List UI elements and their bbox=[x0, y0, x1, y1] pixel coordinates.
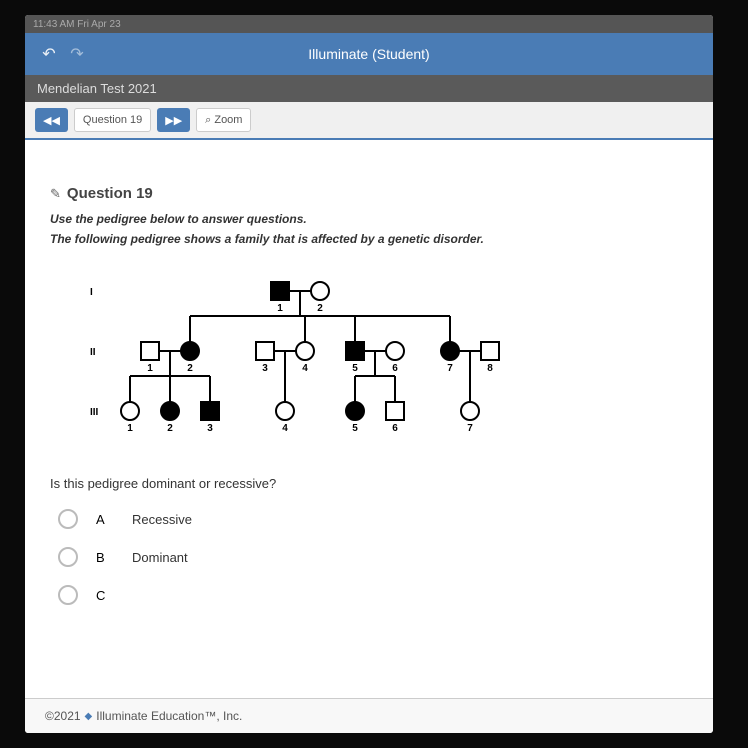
svg-text:8: 8 bbox=[487, 363, 493, 374]
svg-text:6: 6 bbox=[392, 423, 398, 434]
svg-text:5: 5 bbox=[352, 423, 358, 434]
zoom-button[interactable]: ⌕ Zoom bbox=[196, 108, 251, 132]
answer-letter: C bbox=[96, 588, 114, 603]
company-name: Illuminate Education™, Inc. bbox=[96, 709, 242, 723]
back-icon[interactable]: ↶ bbox=[35, 40, 63, 68]
svg-text:1: 1 bbox=[277, 303, 283, 314]
svg-text:1: 1 bbox=[147, 363, 153, 374]
question-instruction: Use the pedigree below to answer questio… bbox=[50, 212, 688, 226]
copyright-year: ©2021 bbox=[45, 709, 81, 723]
answer-option[interactable]: B Dominant bbox=[50, 547, 688, 567]
status-bar: 11:43 AM Fri Apr 23 bbox=[25, 15, 713, 33]
svg-text:5: 5 bbox=[352, 363, 358, 374]
answer-text: Dominant bbox=[132, 550, 188, 565]
radio-button[interactable] bbox=[58, 547, 78, 567]
test-title: Mendelian Test 2021 bbox=[25, 75, 713, 102]
svg-text:1: 1 bbox=[127, 423, 133, 434]
svg-text:6: 6 bbox=[392, 363, 398, 374]
question-indicator[interactable]: Question 19 bbox=[74, 108, 151, 132]
svg-text:7: 7 bbox=[447, 363, 453, 374]
pedigree-diagram: IIIIII12123456781234567 bbox=[60, 271, 520, 446]
answer-option[interactable]: A Recessive bbox=[50, 509, 688, 529]
radio-button[interactable] bbox=[58, 585, 78, 605]
answer-text: Recessive bbox=[132, 512, 192, 527]
question-prompt: Is this pedigree dominant or recessive? bbox=[50, 476, 688, 491]
question-number: Question 19 bbox=[67, 185, 153, 202]
question-content: ✎ Question 19 Use the pedigree below to … bbox=[25, 140, 713, 698]
svg-text:2: 2 bbox=[317, 303, 323, 314]
svg-text:4: 4 bbox=[282, 423, 288, 434]
question-header: ✎ Question 19 bbox=[50, 185, 688, 202]
question-description: The following pedigree shows a family th… bbox=[50, 232, 688, 246]
footer: ©2021 ◆ Illuminate Education™, Inc. bbox=[25, 698, 713, 733]
status-time: 11:43 AM Fri Apr 23 bbox=[33, 19, 121, 30]
svg-text:2: 2 bbox=[167, 423, 173, 434]
answer-option[interactable]: C bbox=[50, 585, 688, 605]
next-question-button[interactable]: ▶▶ bbox=[157, 108, 190, 132]
toolbar: ◀◀ Question 19 ▶▶ ⌕ Zoom bbox=[25, 102, 713, 140]
svg-text:I: I bbox=[90, 287, 93, 298]
svg-text:3: 3 bbox=[262, 363, 268, 374]
svg-text:4: 4 bbox=[302, 363, 308, 374]
screen: 11:43 AM Fri Apr 23 ↶ ↷ Illuminate (Stud… bbox=[25, 15, 713, 733]
tablet-frame: 11:43 AM Fri Apr 23 ↶ ↷ Illuminate (Stud… bbox=[0, 0, 748, 748]
search-icon: ⌕ bbox=[205, 114, 211, 127]
drop-icon: ◆ bbox=[85, 711, 93, 722]
forward-icon[interactable]: ↷ bbox=[63, 40, 91, 68]
answer-list: A Recessive B Dominant C bbox=[50, 509, 688, 605]
answer-letter: A bbox=[96, 512, 114, 527]
pencil-icon: ✎ bbox=[50, 186, 61, 202]
radio-button[interactable] bbox=[58, 509, 78, 529]
zoom-label: Zoom bbox=[214, 114, 242, 126]
svg-text:3: 3 bbox=[207, 423, 213, 434]
prev-question-button[interactable]: ◀◀ bbox=[35, 108, 68, 132]
app-title: Illuminate (Student) bbox=[91, 46, 647, 62]
svg-text:7: 7 bbox=[467, 423, 473, 434]
app-header: ↶ ↷ Illuminate (Student) bbox=[25, 33, 713, 75]
svg-text:III: III bbox=[90, 407, 99, 418]
svg-text:2: 2 bbox=[187, 363, 193, 374]
answer-letter: B bbox=[96, 550, 114, 565]
svg-text:II: II bbox=[90, 347, 96, 358]
